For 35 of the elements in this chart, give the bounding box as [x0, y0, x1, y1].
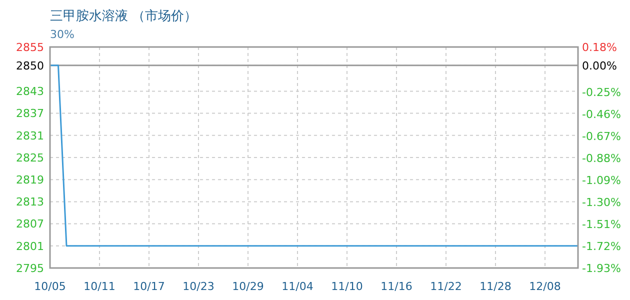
x-tick-label: 11/22	[430, 280, 462, 293]
y-tick-label: 2837	[16, 107, 44, 120]
y-tick-label: 2831	[16, 129, 44, 142]
y-tick-label: 2813	[16, 196, 44, 209]
y-tick-label: 2843	[16, 85, 44, 98]
y2-tick-label: -0.25%	[582, 86, 621, 99]
x-tick-label: 10/23	[182, 280, 214, 293]
y2-tick-label: 0.18%	[582, 40, 617, 54]
x-tick-label: 11/28	[480, 280, 512, 293]
y2-tick-label: -0.46%	[582, 108, 621, 121]
y-tick-label: 2850	[16, 59, 44, 72]
x-tick-label: 11/04	[282, 280, 314, 293]
x-tick-label: 10/05	[34, 280, 66, 293]
x-tick-label: 12/08	[529, 280, 561, 293]
y2-tick-label: -1.51%	[582, 218, 621, 231]
y2-tick-label: -1.72%	[582, 240, 621, 253]
chart-title: 三甲胺水溶液 （市场价）	[50, 8, 198, 24]
y2-tick-label: -1.09%	[582, 174, 621, 187]
y-tick-label: 2795	[16, 262, 44, 275]
y2-tick-label: -1.93%	[582, 262, 621, 275]
y-tick-label: 2819	[16, 173, 44, 186]
y2-tick-label: -0.88%	[582, 152, 621, 165]
y2-tick-label: 0.00%	[582, 60, 617, 73]
x-tick-label: 10/17	[133, 280, 165, 293]
y-tick-label: 2807	[16, 218, 44, 231]
chart-subtitle: 30%	[50, 28, 74, 41]
x-tick-label: 10/11	[84, 280, 116, 293]
x-tick-label: 11/10	[331, 280, 363, 293]
y2-tick-label: -0.67%	[582, 130, 621, 143]
y-tick-label: 2825	[16, 151, 44, 164]
x-tick-label: 11/16	[380, 280, 412, 293]
x-tick-label: 10/29	[232, 280, 264, 293]
y-tick-label: 2801	[16, 240, 44, 253]
y-tick-label: 2855	[16, 40, 44, 54]
y2-tick-label: -1.30%	[582, 196, 621, 209]
